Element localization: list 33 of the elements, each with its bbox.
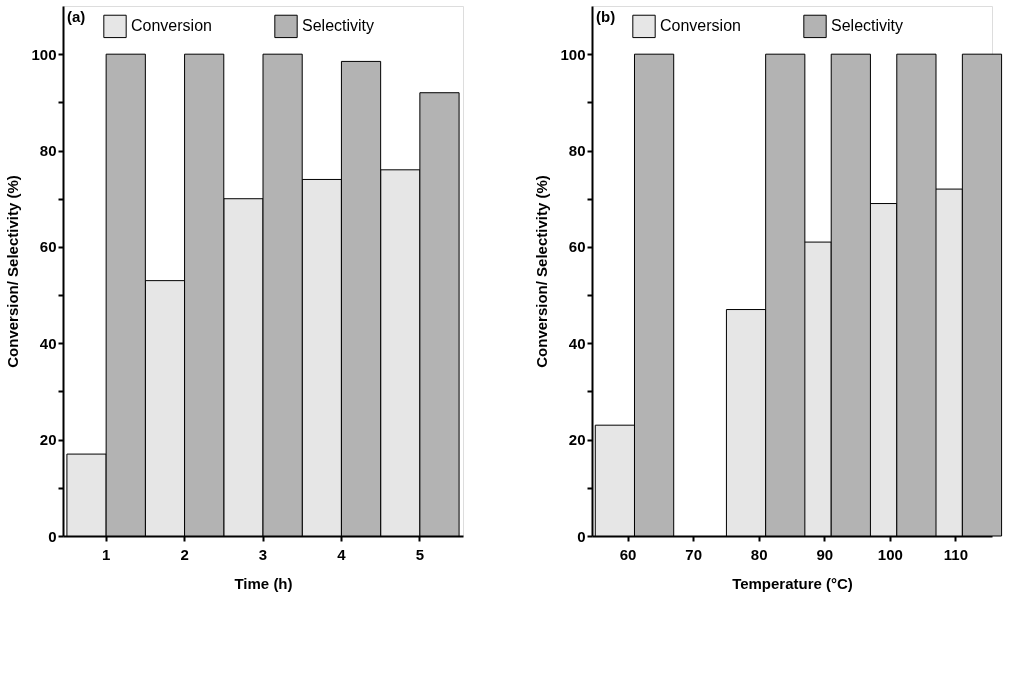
x-tick-label: 3 bbox=[258, 545, 268, 563]
x-tick-label: 60 bbox=[619, 545, 637, 563]
x-tick-label: 100 bbox=[877, 545, 903, 563]
x-tick-label: 2 bbox=[180, 545, 189, 563]
legend-label: Selectivity bbox=[831, 17, 904, 35]
y-tick-label: 80 bbox=[568, 142, 586, 160]
y-tick-label: 60 bbox=[39, 238, 57, 256]
x-tick-label: 70 bbox=[685, 545, 702, 563]
x-tick-label: 90 bbox=[816, 545, 834, 563]
legend-label: Conversion bbox=[131, 17, 212, 35]
y-axis-title: Conversion/ Selectivity (%) bbox=[4, 175, 22, 368]
y-tick-label: 20 bbox=[568, 431, 586, 449]
x-tick-label: 5 bbox=[415, 545, 425, 563]
legend-label: Conversion bbox=[660, 17, 741, 35]
y-tick-label: 100 bbox=[560, 45, 586, 63]
x-tick-label: 110 bbox=[943, 545, 969, 563]
y-tick-label: 40 bbox=[568, 334, 586, 352]
y-tick-label: 100 bbox=[31, 45, 57, 63]
x-tick-label: 1 bbox=[101, 545, 111, 563]
y-tick-label: 0 bbox=[48, 527, 57, 545]
y-tick-label: 0 bbox=[577, 527, 586, 545]
x-axis-title: Time (h) bbox=[234, 574, 293, 592]
y-tick-label: 80 bbox=[39, 142, 57, 160]
chart-title: (b) bbox=[596, 8, 616, 25]
x-tick-label: 4 bbox=[337, 545, 347, 563]
x-axis-title: Temperature (°C) bbox=[732, 574, 853, 592]
y-axis-title: Conversion/ Selectivity (%) bbox=[533, 175, 551, 368]
chart-title: (a) bbox=[67, 8, 86, 25]
y-tick-label: 20 bbox=[39, 431, 57, 449]
x-tick-label: 80 bbox=[750, 545, 768, 563]
legend-label: Selectivity bbox=[302, 17, 375, 35]
y-tick-label: 40 bbox=[39, 334, 57, 352]
y-tick-label: 60 bbox=[568, 238, 586, 256]
